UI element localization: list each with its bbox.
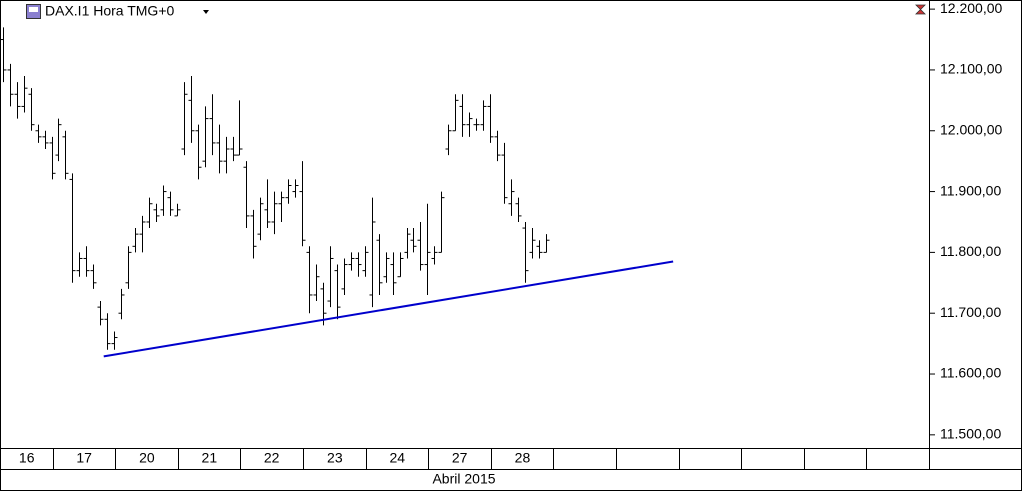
chart-title: DAX.I1 Hora TMG+0 bbox=[45, 3, 175, 19]
trend-line bbox=[103, 260, 674, 358]
y-tick-label: 12.200,00 bbox=[940, 0, 1002, 16]
y-tick-label: 11.800,00 bbox=[940, 243, 1001, 259]
y-tick-label: 11.600,00 bbox=[940, 365, 1001, 381]
x-tick-label: 22 bbox=[264, 450, 280, 466]
y-tick-label: 12.000,00 bbox=[940, 121, 1002, 137]
x-axis-label: Abril 2015 bbox=[432, 471, 495, 487]
corner-icon bbox=[915, 4, 926, 15]
empty-day-cells bbox=[616, 449, 867, 469]
y-tick-label: 11.500,00 bbox=[940, 426, 1001, 442]
x-tick-label: 27 bbox=[452, 450, 468, 466]
x-tick-label: 20 bbox=[139, 450, 155, 466]
symbol-icon bbox=[26, 4, 41, 19]
x-tick-label: 24 bbox=[390, 450, 406, 466]
x-tick-label: 28 bbox=[515, 450, 531, 466]
x-tick-label: 23 bbox=[327, 450, 343, 466]
y-tick-label: 11.900,00 bbox=[940, 182, 1001, 198]
x-tick-label: 17 bbox=[76, 450, 92, 466]
x-tick-label: 16 bbox=[19, 450, 35, 466]
title-dropdown[interactable] bbox=[203, 10, 209, 14]
y-tick-label: 11.700,00 bbox=[940, 304, 1001, 320]
y-tick-label: 12.100,00 bbox=[940, 61, 1002, 77]
x-tick-label: 21 bbox=[202, 450, 218, 466]
